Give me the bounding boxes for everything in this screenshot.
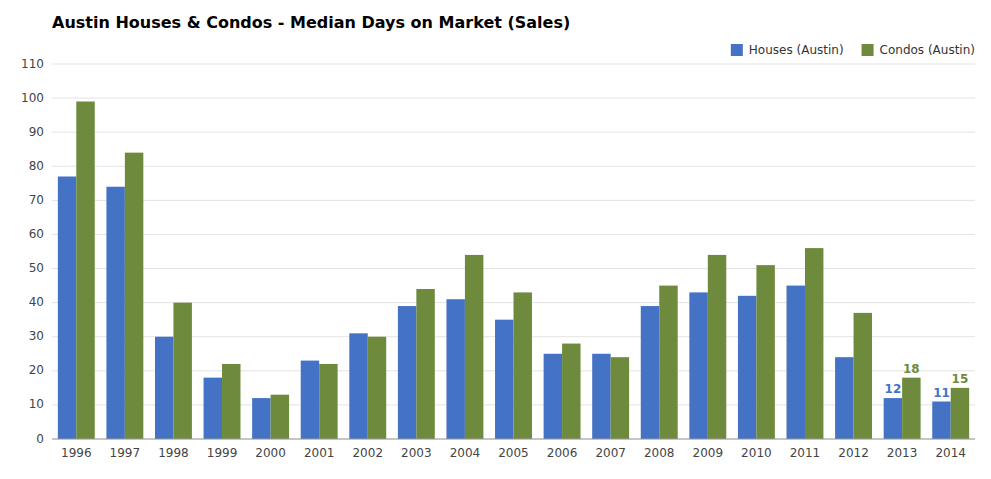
y-tick-label: 100 <box>21 91 44 105</box>
x-tick-label: 2013 <box>887 446 918 460</box>
legend-swatch <box>731 44 743 56</box>
bar <box>544 354 562 439</box>
grid-line <box>52 439 975 440</box>
annotation: 18 <box>903 362 920 376</box>
bar <box>204 378 222 439</box>
annotation: 15 <box>952 372 969 386</box>
bar <box>446 299 464 439</box>
x-tick-label: 2012 <box>838 446 869 460</box>
chart-container: 0 10 20 30 40 50 60 70 80 90 100 110 1996 1997 1998 199… <box>0 0 991 479</box>
x-tick-label: 2003 <box>401 446 432 460</box>
bar <box>592 354 610 439</box>
bar <box>58 177 76 440</box>
y-tick-label: 110 <box>21 57 44 71</box>
x-tick-label: 2014 <box>935 446 966 460</box>
bar <box>854 313 872 439</box>
x-tick-label: 2004 <box>450 446 481 460</box>
bar <box>884 398 902 439</box>
grid-line <box>52 64 975 65</box>
bar <box>708 255 726 439</box>
legend-label: Condos (Austin) <box>880 43 975 57</box>
grid-line <box>52 268 975 269</box>
bar <box>835 357 853 439</box>
bar <box>659 286 677 439</box>
x-tick-label: 2000 <box>255 446 286 460</box>
bar <box>319 364 337 439</box>
y-tick-label: 90 <box>29 125 44 139</box>
y-tick-label: 50 <box>29 261 44 275</box>
x-tick-label: 2011 <box>790 446 821 460</box>
x-tick-label: 2008 <box>644 446 675 460</box>
grid-line <box>52 166 975 167</box>
bar <box>787 286 805 439</box>
bar <box>611 357 629 439</box>
bar <box>932 402 950 440</box>
bar <box>368 337 386 439</box>
x-tick-label: 2002 <box>352 446 383 460</box>
x-tick-label: 2006 <box>547 446 578 460</box>
x-tick-label: 1998 <box>158 446 189 460</box>
y-tick-label: 60 <box>29 227 44 241</box>
y-tick-label: 30 <box>29 329 44 343</box>
grid-line <box>52 200 975 201</box>
x-tick-label: 2001 <box>304 446 335 460</box>
title: Austin Houses & Condos - Median Days on … <box>52 13 570 32</box>
bar <box>902 378 920 439</box>
bar <box>756 265 774 439</box>
bar <box>155 337 173 439</box>
bar <box>125 153 143 439</box>
bar <box>222 364 240 439</box>
bar <box>252 398 270 439</box>
bar <box>738 296 756 439</box>
annotation: 11 <box>933 386 950 400</box>
grid-line <box>52 98 975 99</box>
bar <box>805 248 823 439</box>
bar <box>951 388 969 439</box>
bar <box>301 361 319 439</box>
legend-label: Houses (Austin) <box>749 43 844 57</box>
annotation: 12 <box>885 382 902 396</box>
grid-line <box>52 132 975 133</box>
x-tick-label: 2005 <box>498 446 529 460</box>
x-tick-label: 2009 <box>693 446 724 460</box>
x-tick-label: 1999 <box>207 446 238 460</box>
bar <box>495 320 513 439</box>
y-tick-label: 80 <box>29 159 44 173</box>
y-tick-label: 10 <box>29 397 44 411</box>
x-axis-line <box>52 439 975 440</box>
bar <box>106 187 124 439</box>
bar <box>689 292 707 439</box>
y-tick-label: 70 <box>29 193 44 207</box>
bars <box>58 102 969 440</box>
bar <box>76 102 94 440</box>
x-tick-label: 2007 <box>595 446 626 460</box>
x-tick-label: 2010 <box>741 446 772 460</box>
chart-svg: 0 10 20 30 40 50 60 70 80 90 100 110 1996 1997 1998 199… <box>0 0 991 479</box>
grid <box>52 64 975 439</box>
legend-swatch <box>862 44 874 56</box>
bar <box>465 255 483 439</box>
bar <box>173 303 191 439</box>
grid-line <box>52 234 975 235</box>
bar <box>271 395 289 439</box>
y-tick-label: 0 <box>36 432 44 446</box>
bar <box>562 344 580 439</box>
x-tick-label: 1997 <box>110 446 141 460</box>
bar <box>398 306 416 439</box>
bar <box>416 289 434 439</box>
y-tick-label: 40 <box>29 295 44 309</box>
bar <box>349 333 367 439</box>
x-tick-label: 1996 <box>61 446 92 460</box>
bar <box>514 292 532 439</box>
y-tick-label: 20 <box>29 363 44 377</box>
legend: Houses (Austin) Condos (Austin) <box>731 43 975 57</box>
bar <box>641 306 659 439</box>
